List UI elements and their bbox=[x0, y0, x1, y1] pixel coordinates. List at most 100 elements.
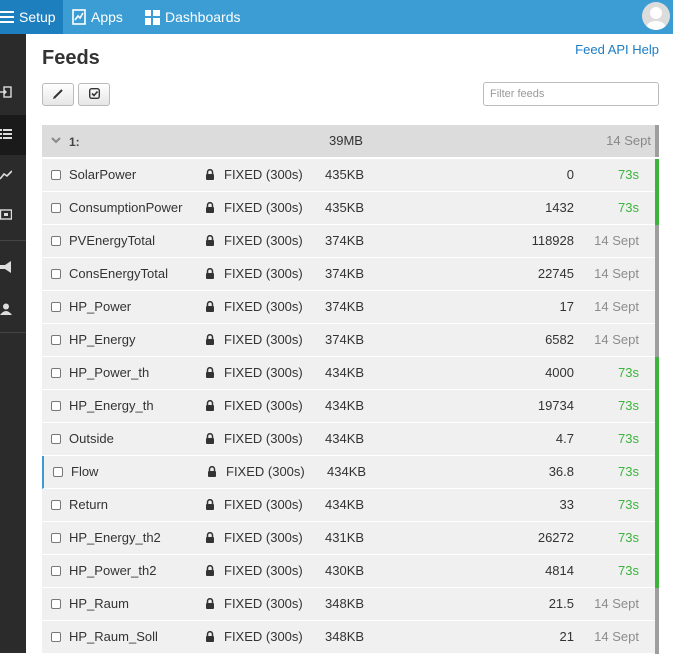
feed-checkbox[interactable] bbox=[51, 170, 61, 180]
feed-updated: 73s bbox=[618, 398, 639, 413]
lock-icon bbox=[205, 630, 215, 645]
feed-row[interactable]: HP_Energy FIXED (300s) 374KB 6582 14 Sept bbox=[42, 324, 659, 357]
feed-row[interactable]: HP_Energy_th2 FIXED (300s) 431KB 26272 73s bbox=[42, 522, 659, 555]
lock-icon bbox=[205, 201, 215, 216]
feed-size: 431KB bbox=[325, 530, 365, 545]
apps-chart-icon bbox=[72, 9, 86, 25]
feed-name: HP_Raum bbox=[69, 596, 129, 611]
feed-name: HP_Power_th2 bbox=[69, 563, 157, 578]
feed-row[interactable]: PVEnergyTotal FIXED (300s) 374KB 118928 14 S… bbox=[42, 225, 659, 258]
feed-engine: FIXED (300s) bbox=[226, 464, 305, 479]
lock-icon bbox=[205, 597, 215, 612]
feed-row[interactable]: SolarPower FIXED (300s) 435KB 0 73s bbox=[42, 159, 659, 192]
sidebar-account[interactable] bbox=[0, 291, 26, 331]
feed-value: 4000 bbox=[545, 365, 574, 380]
feed-updated: 73s bbox=[618, 563, 639, 578]
sidebar-feeds[interactable] bbox=[0, 115, 26, 155]
feed-checkbox[interactable] bbox=[51, 401, 61, 411]
chevron-down-icon[interactable] bbox=[51, 134, 61, 148]
feed-value: 22745 bbox=[537, 266, 574, 281]
feed-name: HP_Power_th bbox=[69, 365, 150, 380]
feed-row[interactable]: HP_Power_th FIXED (300s) 434KB 4000 73s bbox=[42, 357, 659, 390]
feed-checkbox[interactable] bbox=[51, 368, 61, 378]
feed-value: 1432 bbox=[545, 200, 574, 215]
feed-updated: 73s bbox=[618, 431, 639, 446]
feed-checkbox[interactable] bbox=[51, 434, 61, 444]
feed-engine: FIXED (300s) bbox=[224, 563, 303, 578]
feed-row[interactable]: HP_Power_th2 FIXED (300s) 430KB 4814 73s bbox=[42, 555, 659, 588]
feed-row[interactable]: Outside FIXED (300s) 434KB 4.7 73s bbox=[42, 423, 659, 456]
feed-checkbox[interactable] bbox=[51, 632, 61, 642]
feed-row[interactable]: HP_Energy_th FIXED (300s) 434KB 19734 73s bbox=[42, 390, 659, 423]
feed-row[interactable]: HP_Raum FIXED (300s) 348KB 21.5 14 Sept bbox=[42, 588, 659, 621]
menu-icon bbox=[0, 11, 14, 23]
sidebar-notifications[interactable] bbox=[0, 249, 26, 289]
user-avatar[interactable] bbox=[642, 2, 670, 30]
group-updated: 14 Sept bbox=[606, 133, 651, 148]
feed-checkbox[interactable] bbox=[51, 533, 61, 543]
list-icon bbox=[0, 126, 12, 144]
feed-value: 33 bbox=[559, 497, 574, 512]
lock-icon bbox=[205, 498, 215, 513]
nav-dashboards[interactable]: Dashboards bbox=[145, 0, 241, 34]
sidebar-inputs[interactable] bbox=[0, 74, 26, 114]
edit-feeds-button[interactable] bbox=[42, 83, 74, 106]
feed-row[interactable]: HP_Raum_Soll FIXED (300s) 348KB 21 14 Sept bbox=[42, 621, 659, 654]
feed-checkbox[interactable] bbox=[51, 599, 61, 609]
feed-size: 434KB bbox=[327, 464, 367, 479]
feed-value: 4.7 bbox=[555, 431, 574, 446]
feed-updated: 73s bbox=[618, 464, 639, 479]
feed-size: 434KB bbox=[325, 431, 365, 446]
feed-checkbox[interactable] bbox=[51, 500, 61, 510]
feed-value: 118928 bbox=[531, 233, 574, 248]
feed-name: HP_Energy_th bbox=[69, 398, 154, 413]
feed-status-bar bbox=[655, 522, 659, 555]
megaphone-icon bbox=[0, 260, 12, 278]
feed-row[interactable]: ConsEnergyTotal FIXED (300s) 374KB 22745 14 … bbox=[42, 258, 659, 291]
lock-icon bbox=[205, 399, 215, 414]
feed-api-help-link[interactable]: Feed API Help bbox=[575, 42, 659, 57]
top-navbar: Setup Apps Dashboards bbox=[0, 0, 673, 34]
lock-icon bbox=[205, 366, 215, 381]
nav-setup[interactable]: Setup bbox=[0, 0, 63, 34]
feed-size: 434KB bbox=[325, 398, 365, 413]
feed-checkbox[interactable] bbox=[51, 566, 61, 576]
feed-group-header[interactable]: 1: 39MB 14 Sept bbox=[42, 125, 659, 157]
feed-size: 434KB bbox=[325, 497, 365, 512]
feed-size: 374KB bbox=[325, 299, 365, 314]
feed-status-bar bbox=[655, 489, 659, 522]
lock-icon bbox=[205, 168, 215, 183]
feed-checkbox[interactable] bbox=[53, 467, 63, 477]
nav-apps[interactable]: Apps bbox=[72, 0, 123, 34]
feed-checkbox[interactable] bbox=[51, 236, 61, 246]
feed-checkbox[interactable] bbox=[51, 269, 61, 279]
feed-value: 4814 bbox=[545, 563, 574, 578]
feed-status-bar bbox=[655, 621, 659, 654]
feed-row[interactable]: Return FIXED (300s) 434KB 33 73s bbox=[42, 489, 659, 522]
select-all-button[interactable] bbox=[78, 83, 110, 106]
feed-status-bar bbox=[655, 192, 659, 225]
sidebar-graphs[interactable] bbox=[0, 156, 26, 196]
feed-value: 17 bbox=[559, 299, 574, 314]
feed-row[interactable]: Flow FIXED (300s) 434KB 36.8 73s bbox=[42, 456, 659, 489]
feed-checkbox[interactable] bbox=[51, 203, 61, 213]
feed-size: 435KB bbox=[325, 167, 365, 182]
sidebar-device[interactable] bbox=[0, 196, 26, 236]
feed-checkbox[interactable] bbox=[51, 335, 61, 345]
user-icon bbox=[0, 302, 12, 320]
feed-engine: FIXED (300s) bbox=[224, 365, 303, 380]
lock-icon bbox=[205, 234, 215, 249]
feed-updated: 14 Sept bbox=[594, 233, 639, 248]
feed-updated: 73s bbox=[618, 497, 639, 512]
feed-status-bar bbox=[655, 456, 659, 489]
filter-feeds-input[interactable] bbox=[483, 82, 659, 106]
feed-size: 434KB bbox=[325, 365, 365, 380]
feed-size: 374KB bbox=[325, 332, 365, 347]
feed-size: 374KB bbox=[325, 266, 365, 281]
feed-row[interactable]: HP_Power FIXED (300s) 374KB 17 14 Sept bbox=[42, 291, 659, 324]
feed-value: 19734 bbox=[537, 398, 574, 413]
feed-engine: FIXED (300s) bbox=[224, 530, 303, 545]
lock-icon bbox=[205, 564, 215, 579]
feed-row[interactable]: ConsumptionPower FIXED (300s) 435KB 1432 73s bbox=[42, 192, 659, 225]
feed-checkbox[interactable] bbox=[51, 302, 61, 312]
